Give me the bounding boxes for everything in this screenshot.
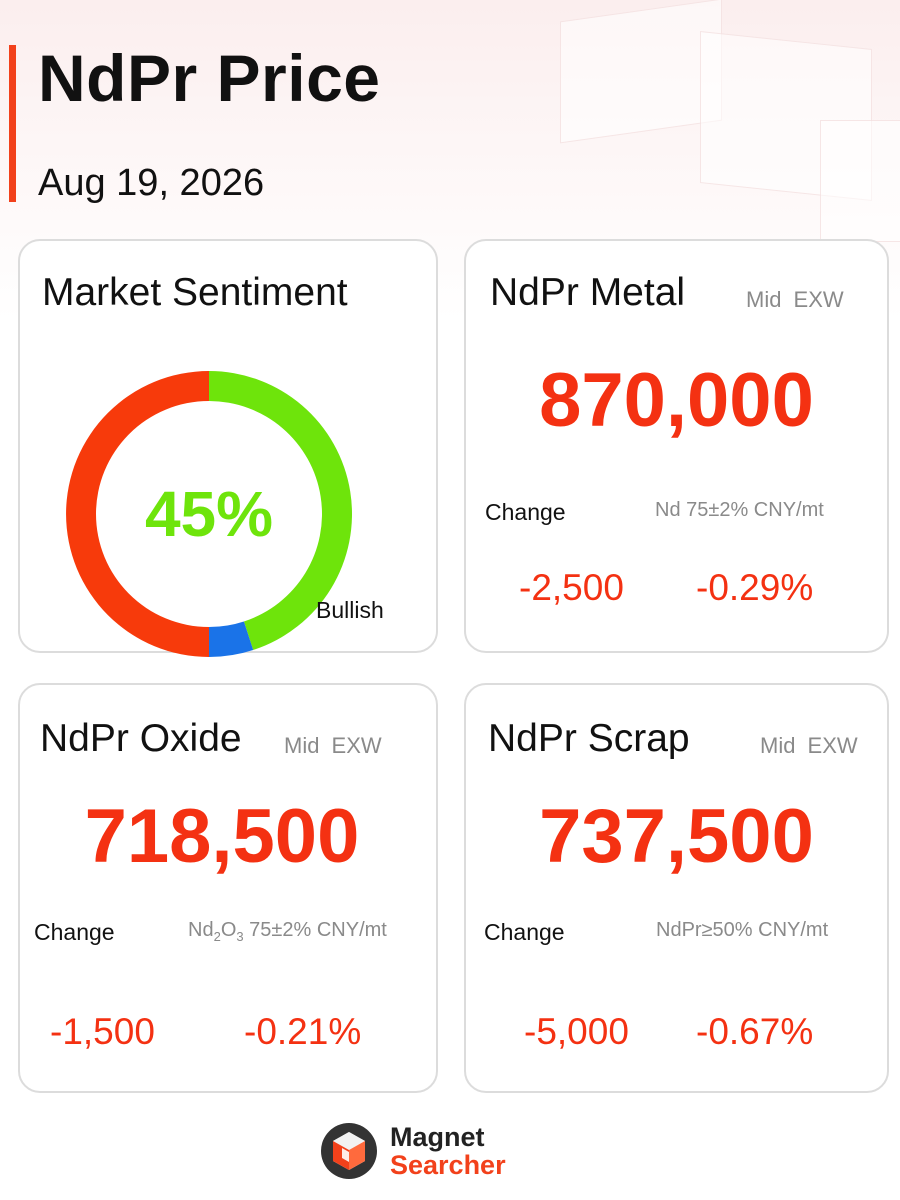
- metal-price: 870,000: [539, 358, 814, 443]
- metal-change-abs: -2,500: [519, 567, 624, 608]
- market-sentiment-card: Market Sentiment 45% Bullish: [18, 239, 438, 657]
- oxide-price: 718,500: [84, 794, 360, 879]
- oxide-meta: Mid EXW: [284, 733, 382, 758]
- ndpr-metal-card: NdPr Metal Mid EXW 870,000 Change Nd 75±…: [464, 239, 889, 653]
- sentiment-donut: 45%: [44, 349, 374, 679]
- scrap-meta: Mid EXW: [760, 733, 858, 758]
- sentiment-donut-chart: [66, 371, 352, 657]
- sentiment-title: Market Sentiment: [42, 271, 348, 314]
- oxide-spec-mid: O: [220, 919, 237, 941]
- metal-spec: Nd 75±2% CNY/mt: [655, 499, 824, 521]
- donut-slice-bullish: [209, 371, 352, 651]
- oxide-change-pct: -0.21%: [244, 1011, 362, 1052]
- title-accent-bar: [9, 45, 16, 202]
- logo-line1: Magnet: [390, 1122, 485, 1152]
- logo-line2: Searcher: [390, 1150, 506, 1180]
- oxide-spec-sub2: 3: [236, 929, 244, 944]
- oxide-change-label: Change: [34, 919, 115, 945]
- metal-change-pct: -0.29%: [696, 567, 814, 608]
- oxide-spec-sub1: 2: [213, 929, 221, 944]
- scrap-change-pct: -0.67%: [696, 1011, 814, 1052]
- ndpr-scrap-card: NdPr Scrap Mid EXW 737,500 Change NdPr≥5…: [464, 683, 889, 1093]
- metal-meta: Mid EXW: [746, 287, 844, 312]
- oxide-spec: Nd2O3 75±2% CNY/mt: [188, 919, 387, 944]
- oxide-change-abs: -1,500: [50, 1011, 155, 1052]
- metal-change-label: Change: [485, 499, 566, 525]
- scrap-change-label: Change: [484, 919, 565, 945]
- scrap-title: NdPr Scrap: [488, 717, 690, 760]
- page-date: Aug 19, 2026: [38, 162, 265, 204]
- hexagon-cube-icon: [321, 1123, 377, 1179]
- page-title: NdPr Price: [38, 41, 381, 115]
- ndpr-oxide-card: NdPr Oxide Mid EXW 718,500 Change Nd2O3 …: [18, 683, 438, 1093]
- sentiment-percent: 45%: [144, 478, 274, 550]
- oxide-spec-rest: 75±2% CNY/mt: [243, 919, 387, 941]
- magnet-searcher-logo: Magnet Searcher: [320, 1120, 560, 1182]
- scrap-price: 737,500: [539, 794, 814, 879]
- oxide-title: NdPr Oxide: [40, 717, 242, 760]
- donut-slice-neutral: [209, 621, 254, 657]
- sentiment-label: Bullish: [316, 597, 384, 623]
- metal-title: NdPr Metal: [490, 271, 686, 314]
- scrap-spec: NdPr≥50% CNY/mt: [656, 919, 829, 941]
- scrap-change-abs: -5,000: [524, 1011, 629, 1052]
- oxide-spec-prefix: Nd: [188, 919, 214, 941]
- donut-slice-bearish: [66, 371, 209, 657]
